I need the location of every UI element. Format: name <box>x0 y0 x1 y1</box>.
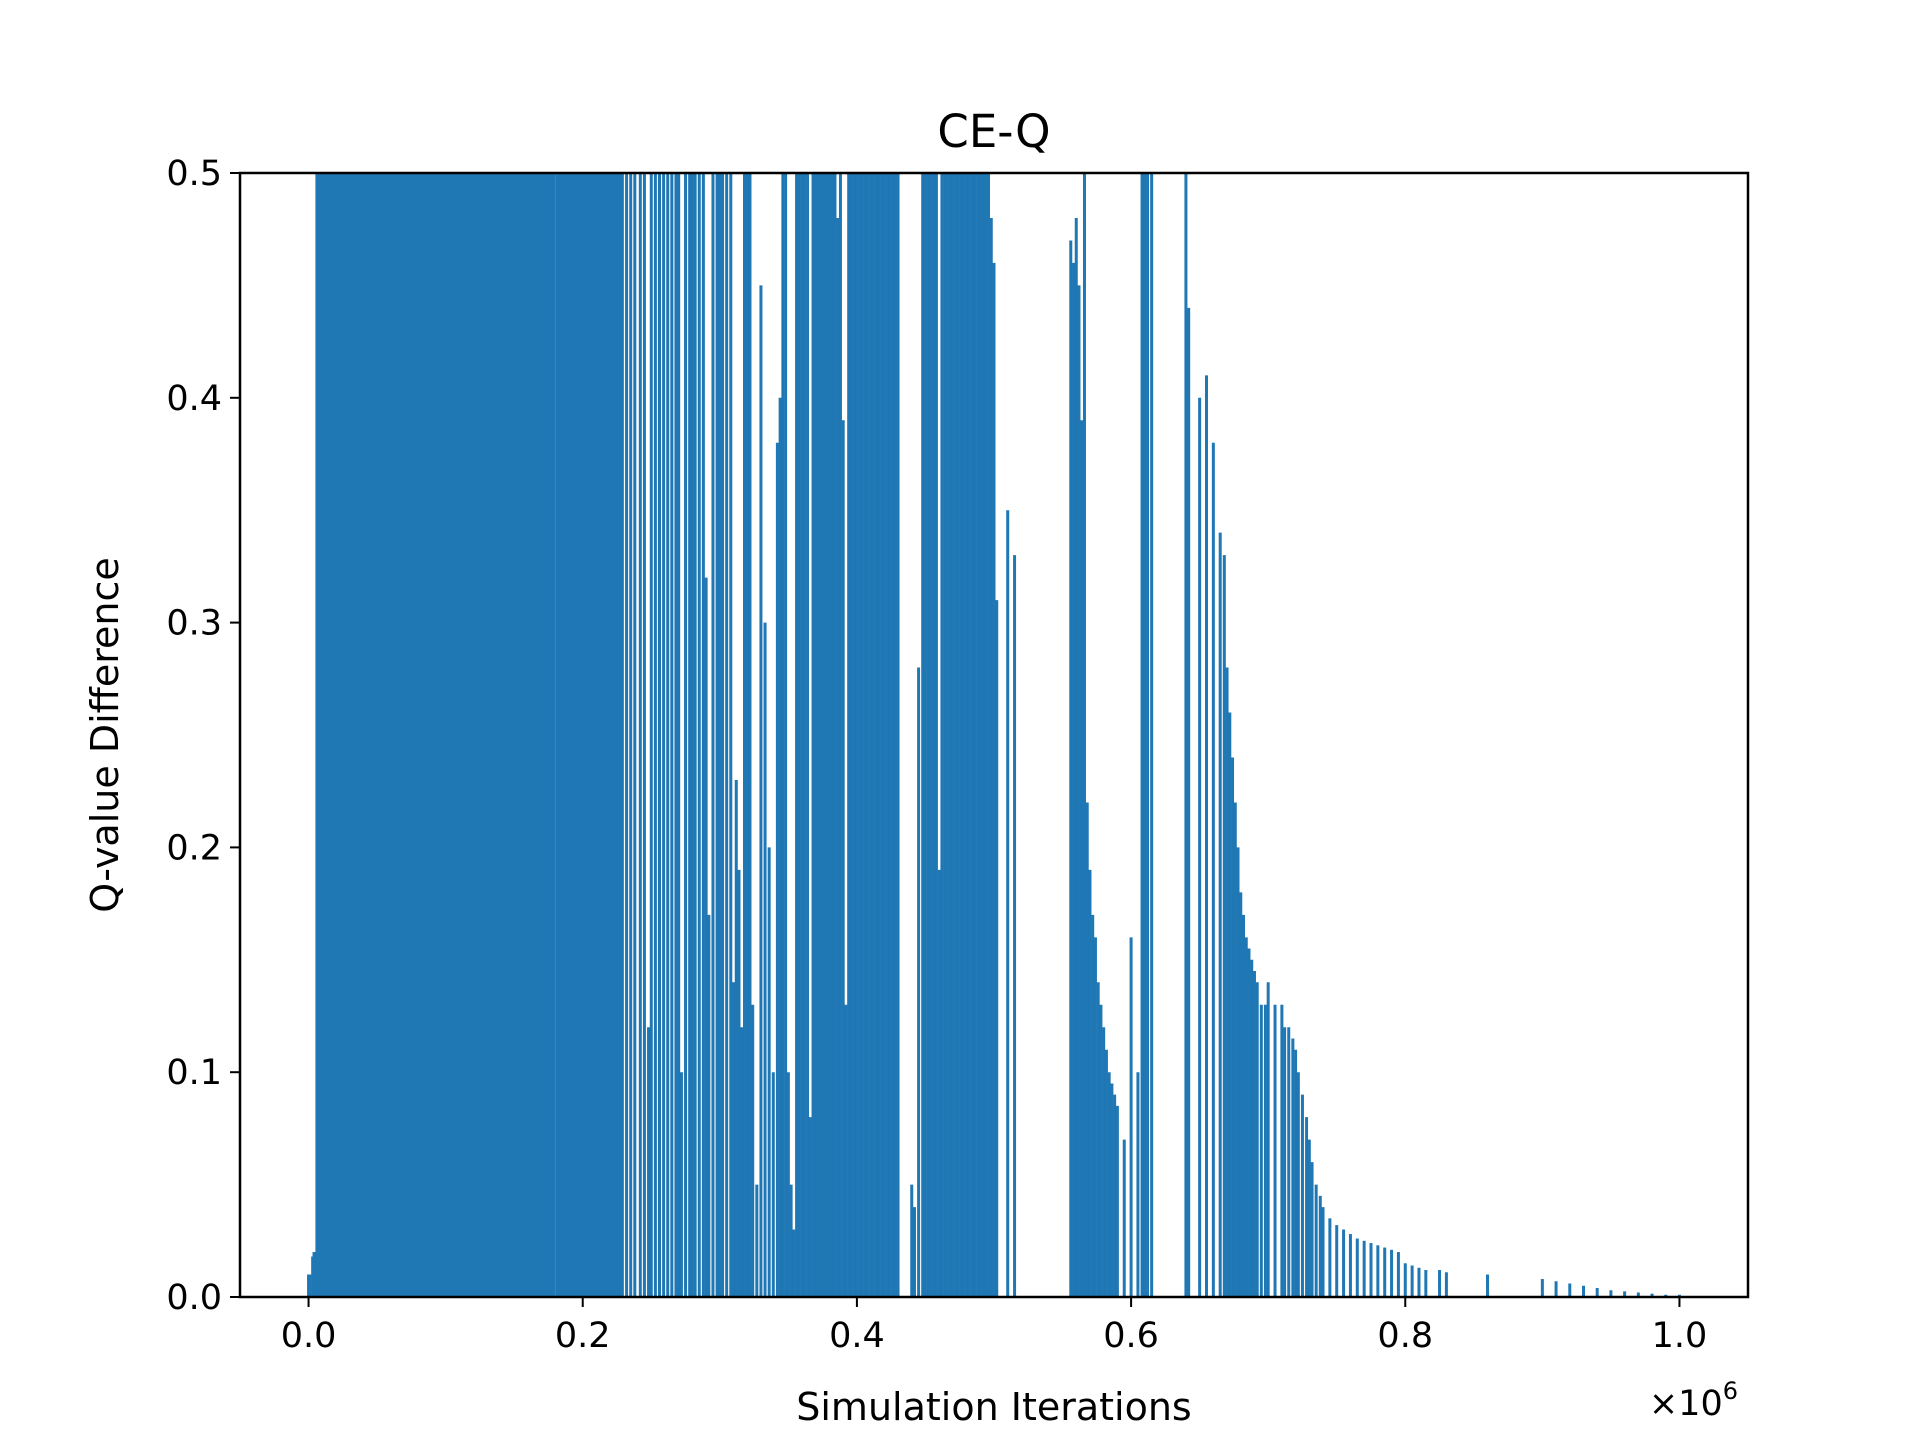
y-tick-label: 0.0 <box>166 1278 222 1318</box>
x-tick-label: 0.2 <box>555 1316 611 1356</box>
y-axis-label: Q-value Difference <box>83 557 127 912</box>
axes-frame <box>238 171 1750 1299</box>
x-tick-label: 0.8 <box>1377 1316 1433 1356</box>
x-axis-label: Simulation Iterations <box>796 1385 1191 1429</box>
x-offset-label: ×106 <box>1649 1377 1738 1424</box>
y-tick-label: 0.3 <box>166 604 222 644</box>
y-tick-label: 0.1 <box>166 1053 222 1093</box>
x-tick-label: 1.0 <box>1652 1316 1708 1356</box>
y-tick-label: 0.4 <box>166 379 222 419</box>
x-axis: 0.0 0.2 0.4 0.6 0.8 1.0 <box>281 1297 1708 1356</box>
x-tick-label: 0.6 <box>1103 1316 1159 1356</box>
x-offset-base: ×10 <box>1649 1384 1723 1424</box>
x-tick-label: 0.4 <box>829 1316 885 1356</box>
x-tick-label: 0.0 <box>281 1316 337 1356</box>
y-tick-label: 0.2 <box>166 828 222 868</box>
y-tick-label: 0.5 <box>166 154 222 194</box>
chart-title: CE-Q <box>937 105 1050 158</box>
filled-region <box>315 173 556 1297</box>
y-axis: 0.0 0.1 0.2 0.3 0.4 0.5 <box>166 154 240 1318</box>
data-series <box>307 173 1681 1297</box>
x-offset-exponent: 6 <box>1723 1377 1738 1405</box>
plot-area <box>315 173 624 1297</box>
